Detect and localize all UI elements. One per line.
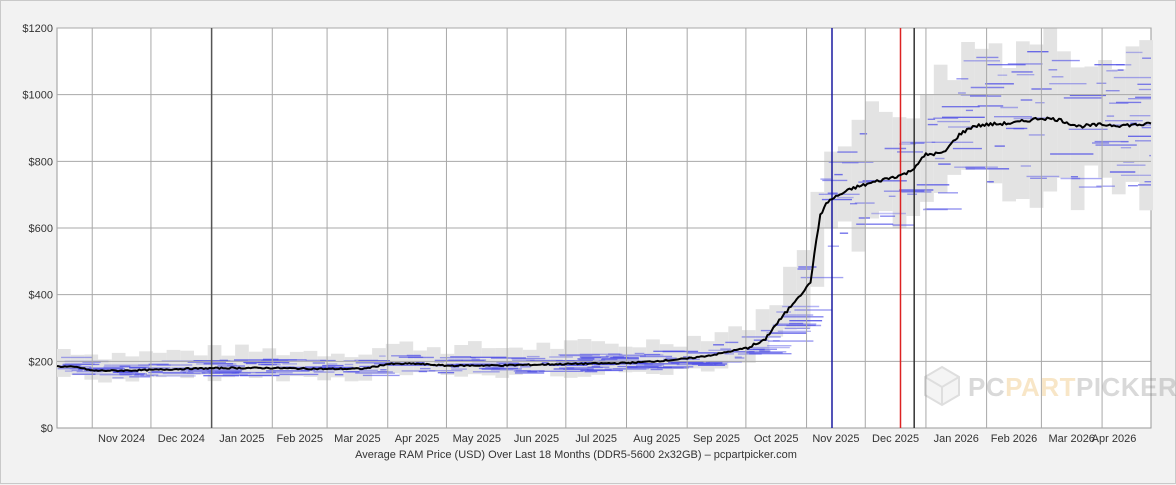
x-tick-label: Oct 2025: [754, 433, 799, 445]
price-range-band: [303, 350, 318, 377]
y-tick-label: $400: [29, 290, 53, 302]
price-range-band: [906, 118, 921, 216]
x-tick-label: Dec 2025: [872, 433, 919, 445]
price-range-band: [974, 48, 989, 168]
price-range-band: [1070, 67, 1085, 211]
price-range-band: [961, 42, 975, 170]
y-tick-label: $1200: [22, 23, 53, 35]
y-tick-label: $1000: [22, 90, 53, 102]
price-range-band: [385, 343, 400, 374]
price-range-band: [399, 341, 414, 376]
price-range-band: [1029, 44, 1044, 208]
price-range-band: [57, 349, 71, 377]
price-range-band: [988, 43, 1003, 184]
price-range-band: [892, 117, 907, 228]
x-tick-label: Feb 2025: [276, 433, 322, 445]
watermark-text-pc: PC: [968, 372, 1005, 402]
x-tick-label: Jan 2026: [934, 433, 979, 445]
price-range-band: [1057, 51, 1071, 178]
y-tick-label: $800: [29, 156, 53, 168]
y-tick-label: $0: [41, 423, 53, 435]
price-range-band: [194, 355, 208, 375]
gridlines: [57, 27, 1151, 428]
watermark-text-part: PART: [1005, 372, 1076, 402]
box-logo-icon: [924, 365, 960, 407]
x-tick-label: Aug 2025: [633, 433, 680, 445]
price-range-band: [933, 64, 948, 193]
x-axis-caption: Average RAM Price (USD) Over Last 18 Mon…: [355, 449, 797, 461]
price-range-band: [783, 266, 797, 330]
price-range-band: [1043, 28, 1058, 192]
x-tick-label: May 2025: [453, 433, 501, 445]
x-tick-label: Dec 2024: [158, 433, 205, 445]
x-tick-label: Jul 2025: [575, 433, 617, 445]
x-tick-label: Apr 2026: [1092, 433, 1137, 445]
x-axis-labels: Nov 2024 Dec 2024 Jan 2025 Feb 2025 Mar 2025…: [98, 433, 1136, 445]
x-tick-label: Nov 2024: [98, 433, 145, 445]
y-axis-labels: $0 $200 $400 $600 $800 $1000 $1200: [22, 23, 53, 435]
x-tick-label: Jun 2025: [514, 433, 559, 445]
price-range-band: [728, 326, 742, 363]
event-markers: [210, 28, 915, 428]
price-range-band: [1111, 69, 1126, 195]
price-range-band: [837, 146, 852, 222]
x-tick-label: Mar 2026: [1048, 433, 1094, 445]
x-tick-label: Feb 2026: [991, 433, 1037, 445]
average-price-line: [56, 116, 1152, 373]
y-tick-label: $600: [29, 223, 53, 235]
price-range-band: [495, 348, 510, 378]
price-range-band: [824, 151, 838, 229]
x-tick-label: Sep 2025: [693, 433, 740, 445]
price-range-band: [289, 351, 304, 377]
svg-text:PCPARTPICKER: PCPARTPICKER: [968, 372, 1176, 402]
price-range-band: [248, 351, 263, 378]
price-range-band: [920, 94, 934, 202]
price-range-band: [796, 250, 811, 329]
x-tick-label: Nov 2025: [812, 433, 859, 445]
price-range-band: [1139, 40, 1153, 211]
y-tick-label: $200: [29, 356, 53, 368]
x-tick-label: Jan 2025: [219, 433, 264, 445]
price-range-band: [714, 332, 729, 369]
price-range-band: [1084, 66, 1099, 166]
x-tick-label: Apr 2025: [395, 433, 440, 445]
x-tick-label: Mar 2025: [334, 433, 380, 445]
pcpartpicker-watermark: PCPARTPICKER: [924, 365, 1176, 407]
price-range-band: [1002, 68, 1016, 202]
price-range-band: [536, 342, 551, 372]
watermark-text-picker: PICKER: [1076, 372, 1176, 402]
price-range-band: [947, 80, 962, 175]
price-range-band: [1098, 60, 1112, 178]
price-range-band: [1125, 46, 1140, 182]
price-range-band: [865, 101, 879, 219]
price-range-band: [125, 356, 140, 382]
